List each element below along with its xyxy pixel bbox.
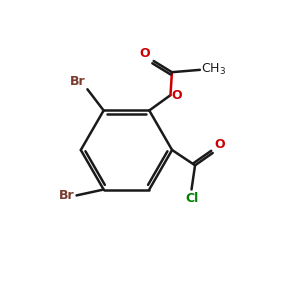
Text: Br: Br [58,189,74,202]
Text: Cl: Cl [185,192,198,205]
Text: CH$_3$: CH$_3$ [201,62,226,77]
Text: O: O [215,139,225,152]
Text: Br: Br [70,75,86,88]
Text: O: O [140,46,150,59]
Text: O: O [171,89,182,102]
